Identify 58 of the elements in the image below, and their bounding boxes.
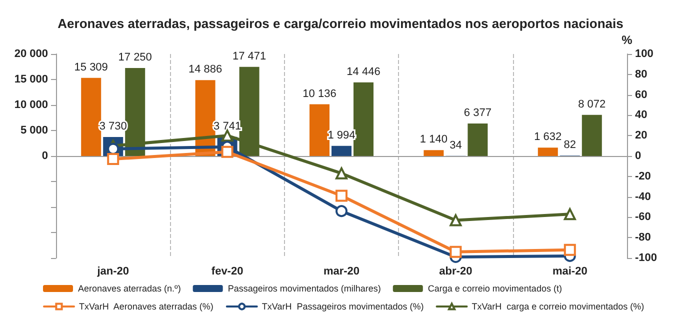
data-label: 1 632 (534, 131, 562, 144)
y2-tick-label: -60 (635, 211, 651, 224)
y2-tick-label: 20 (635, 130, 648, 142)
x-tick-label: mar-20 (323, 266, 360, 278)
point (336, 167, 348, 180)
legend-label: Carga e correio movimentados (t) (428, 284, 562, 294)
point (564, 244, 576, 256)
y2-tick-label: 40 (635, 109, 648, 122)
bar (424, 150, 444, 156)
y2-tick-label: 60 (635, 88, 648, 101)
y-tick-label: 0 (42, 150, 48, 162)
legend-label: Passageiros movimentados (milhares) (228, 284, 381, 294)
data-label: 10 136 (302, 88, 336, 100)
legend-label: Aeronaves aterradas (n.º) (78, 284, 181, 294)
point (336, 205, 348, 218)
y2-tick-label: 100 (635, 48, 654, 60)
data-label: 82 (564, 139, 576, 152)
y-tick-label: 5 000 (20, 124, 48, 136)
x-tick-label: fev-20 (211, 266, 244, 278)
bar (538, 148, 558, 156)
data-label: 34 (450, 139, 462, 152)
legend-label: TxVarH Aeronaves aterradas (%) (79, 302, 214, 312)
bar (354, 82, 374, 156)
bar (468, 123, 488, 156)
point (336, 190, 348, 202)
data-label: 14 446 (346, 66, 380, 78)
y-tick-label: 15 000 (14, 74, 48, 86)
x-tick-label: jan-20 (96, 266, 129, 278)
bar (582, 114, 602, 156)
chart-title: Aeronaves aterradas, passageiros e carga/correio movimentados nos aeroportos nacionais (58, 16, 624, 31)
data-label: 15 309 (74, 61, 108, 74)
point (450, 246, 462, 258)
point (221, 130, 234, 142)
y-tick-label: 20 000 (14, 48, 48, 60)
data-label: 6 377 (464, 106, 492, 119)
point (564, 208, 576, 220)
y2-tick-label: -20 (635, 170, 651, 182)
data-label: 1 140 (420, 134, 448, 146)
y2-tick-label: -100 (635, 252, 658, 264)
legend-label: TxVarH Passageiros movimentados (%) (262, 302, 424, 312)
data-label: 17 471 (232, 50, 266, 62)
data-label: 8 072 (578, 98, 606, 110)
data-label: 17 250 (118, 52, 152, 64)
y2-axis-title: % (622, 33, 633, 47)
y2-tick-label: 80 (635, 68, 648, 80)
legend-label: TxVarH carga e correio movimentados (%) (472, 302, 644, 312)
x-tick-label: abr-20 (439, 266, 472, 278)
y-tick-label: 10 000 (14, 99, 48, 111)
y2-tick-label: 0 (635, 150, 642, 162)
bar (81, 78, 102, 156)
y2-tick-label: -40 (635, 190, 651, 203)
x-tick-label: mai-20 (552, 266, 588, 278)
bar (332, 146, 352, 156)
bar (310, 104, 330, 156)
point (450, 214, 462, 226)
data-label: 14 886 (188, 64, 222, 76)
point (107, 153, 120, 166)
y2-tick-label: -80 (635, 232, 651, 244)
